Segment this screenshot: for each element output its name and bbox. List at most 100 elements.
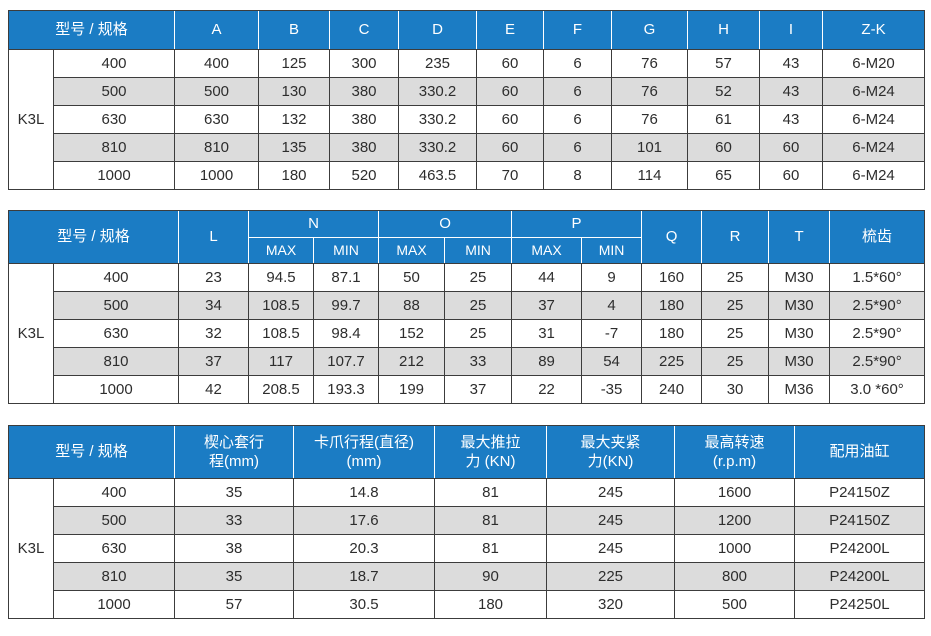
column-header: MAX <box>248 237 314 263</box>
value-cell: 6-M24 <box>822 105 925 133</box>
value-cell: M30 <box>768 319 830 347</box>
value-cell: 180 <box>434 590 547 618</box>
spec-cell: 630 <box>53 534 175 562</box>
column-header: 卡爪行程(直径) (mm) <box>293 426 435 478</box>
column-header: MAX <box>378 237 445 263</box>
value-cell: 81 <box>434 506 547 534</box>
value-cell: 108.5 <box>248 319 314 347</box>
value-cell: 60 <box>759 133 823 161</box>
value-cell: 60 <box>476 105 544 133</box>
value-cell: 330.2 <box>398 77 477 105</box>
column-header: 最高转速 (r.p.m) <box>674 426 795 478</box>
column-header: P <box>511 211 642 237</box>
value-cell: 193.3 <box>313 375 379 403</box>
column-header: 最大推拉 力 (KN) <box>434 426 547 478</box>
spec-cell: 400 <box>53 49 175 77</box>
value-cell: 1000 <box>674 534 795 562</box>
value-cell: 6-M20 <box>822 49 925 77</box>
column-header: 梳齿 <box>829 211 925 263</box>
value-cell: 199 <box>378 375 445 403</box>
value-cell: 6 <box>543 77 612 105</box>
column-header: Z-K <box>822 11 925 49</box>
value-cell: 43 <box>759 105 823 133</box>
table-row: 810 810 135 380 330.2 60 6 101 60 60 6-M24 <box>9 133 925 161</box>
value-cell: 463.5 <box>398 161 477 189</box>
value-cell: 30 <box>701 375 769 403</box>
value-cell: 33 <box>444 347 512 375</box>
value-cell: 18.7 <box>293 562 435 590</box>
spec-cell: 500 <box>53 291 179 319</box>
table-header: 型号 / 规格 楔心套行 程(mm) 卡爪行程(直径) (mm) 最大推拉 力 (KN… <box>9 426 925 478</box>
value-cell: 225 <box>641 347 702 375</box>
value-cell: 152 <box>378 319 445 347</box>
value-cell: 43 <box>759 49 823 77</box>
table-header: 型号 / 规格 A B C D E F G H I Z-K <box>9 11 925 49</box>
value-cell: 81 <box>434 534 547 562</box>
value-cell: 99.7 <box>313 291 379 319</box>
value-cell: 212 <box>378 347 445 375</box>
spec-table-dimensions-2-table: 型号 / 规格 L N O P Q R T 梳齿 MAX MIN MAX MIN MAX MIN K3L 40… <box>9 211 925 403</box>
value-cell: 107.7 <box>313 347 379 375</box>
value-cell: 76 <box>611 49 688 77</box>
value-cell: 2.5*90° <box>829 291 925 319</box>
value-cell: 34 <box>178 291 249 319</box>
value-cell: 500 <box>674 590 795 618</box>
value-cell: 89 <box>511 347 582 375</box>
spec-table-dimensions-1-table: 型号 / 规格 A B C D E F G H I Z-K K3L 400 400 125 300 235 60… <box>9 11 925 189</box>
value-cell: P24200L <box>794 534 925 562</box>
value-cell: 43 <box>759 77 823 105</box>
value-cell: 235 <box>398 49 477 77</box>
value-cell: 42 <box>178 375 249 403</box>
value-cell: 52 <box>687 77 760 105</box>
value-cell: 135 <box>258 133 330 161</box>
table-row: 1000 57 30.5 180 320 500 P24250L <box>9 590 925 618</box>
value-cell: 380 <box>329 133 399 161</box>
value-cell: 125 <box>258 49 330 77</box>
value-cell: 245 <box>546 534 675 562</box>
value-cell: M30 <box>768 347 830 375</box>
column-header: E <box>476 11 544 49</box>
column-header: C <box>329 11 399 49</box>
value-cell: 6-M24 <box>822 133 925 161</box>
value-cell: 94.5 <box>248 263 314 291</box>
column-header: 型号 / 规格 <box>9 426 175 478</box>
value-cell: 57 <box>174 590 294 618</box>
column-header: 配用油缸 <box>794 426 925 478</box>
value-cell: 81 <box>434 478 547 506</box>
value-cell: 76 <box>611 77 688 105</box>
column-header: D <box>398 11 477 49</box>
spec-cell: 630 <box>53 105 175 133</box>
spec-table-dimensions-2: 型号 / 规格 L N O P Q R T 梳齿 MAX MIN MAX MIN MAX MIN K3L 40… <box>8 210 926 404</box>
value-cell: M30 <box>768 263 830 291</box>
value-cell: 114 <box>611 161 688 189</box>
value-cell: P24150Z <box>794 478 925 506</box>
value-cell: 320 <box>546 590 675 618</box>
value-cell: 330.2 <box>398 105 477 133</box>
value-cell: 240 <box>641 375 702 403</box>
table-body: K3L 400 400 125 300 235 60 6 76 57 43 6-M20 500 500 13… <box>9 49 925 189</box>
value-cell: 6-M24 <box>822 77 925 105</box>
value-cell: 32 <box>178 319 249 347</box>
value-cell: 800 <box>674 562 795 590</box>
value-cell: 87.1 <box>313 263 379 291</box>
spec-cell: 810 <box>53 133 175 161</box>
value-cell: 400 <box>174 49 259 77</box>
value-cell: 60 <box>476 49 544 77</box>
spec-cell: 500 <box>53 77 175 105</box>
table-row: K3L 400 23 94.5 87.1 50 25 44 9 160 25 M30 1.5*60° <box>9 263 925 403</box>
column-header: T <box>768 211 830 263</box>
spec-cell: 400 <box>53 478 175 506</box>
table-row: 500 33 17.6 81 245 1200 P24150Z <box>9 506 925 534</box>
model-cell: K3L <box>9 49 53 189</box>
spec-cell: 630 <box>53 319 179 347</box>
value-cell: M30 <box>768 291 830 319</box>
value-cell: 380 <box>329 105 399 133</box>
table-header: 型号 / 规格 L N O P Q R T 梳齿 MAX MIN MAX MIN MAX MIN <box>9 211 925 263</box>
value-cell: -7 <box>581 319 642 347</box>
table-row: 810 37 117 107.7 212 33 89 54 225 25 M30 2.5*90° <box>9 347 925 375</box>
value-cell: 14.8 <box>293 478 435 506</box>
column-header: MAX <box>511 237 582 263</box>
value-cell: 98.4 <box>313 319 379 347</box>
column-header: H <box>687 11 760 49</box>
